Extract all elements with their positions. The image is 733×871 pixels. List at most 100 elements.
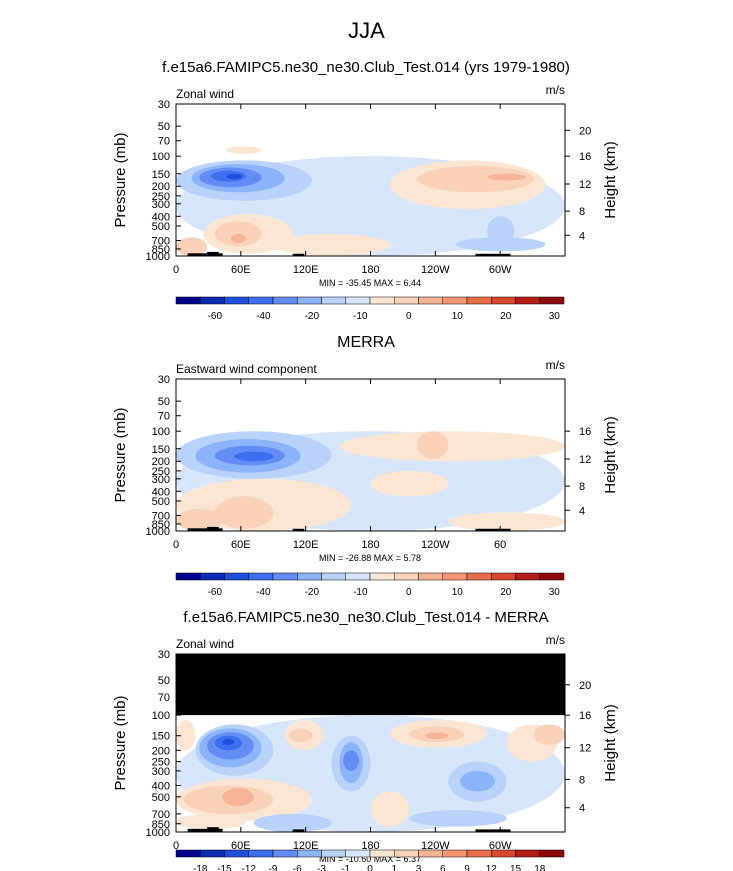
contour-fill [222,738,235,745]
y-axis-title: Pressure (mb) [112,407,129,502]
stats-label: MIN = -10.60 MAX = 6.37 [319,854,421,864]
contour-fill [487,173,527,181]
y-tick-label: 700 [152,236,170,248]
x-tick-label: 60W [489,840,512,852]
colorbar-label: -10 [353,311,368,322]
stats-label: MIN = -26.88 MAX = 5.78 [319,553,421,563]
contour-fill [343,750,359,771]
y-tick-label: 30 [158,649,170,661]
contour-fill [234,451,274,462]
colorbar-swatch [442,296,468,305]
y-tick-label: 150 [152,169,170,181]
y-tick-label: 1000 [146,827,170,839]
field-label: Zonal wind [176,637,234,651]
colorbar-label: 1 [391,864,397,871]
colorbar-swatch [369,296,395,305]
colorbar-label: 10 [452,587,464,598]
colorbar-label: -1 [341,864,350,871]
colorbar-swatch [175,849,201,858]
colorbar-label: 0 [367,864,373,871]
colorbar-label: -12 [242,864,257,871]
y2-tick-label: 4 [579,505,585,517]
y-tick-label: 300 [152,199,170,211]
contour-fill [176,813,247,830]
plot-area [176,654,565,832]
contour-fill [222,787,254,807]
x-tick-label: 60W [489,264,512,276]
colorbar-label: -10 [353,587,368,598]
colorbar-label: -40 [256,311,271,322]
y-axis-title: Pressure (mb) [112,132,129,227]
y-tick-label: 50 [158,675,170,687]
y2-tick-label: 12 [579,454,591,466]
contour-fill [273,233,390,256]
colorbar-swatch [515,296,540,305]
x-tick-label: 0 [173,539,179,551]
colorbar-swatch [345,849,371,858]
y-tick-label: 1000 [146,526,170,538]
colorbar-swatch [224,296,249,305]
y-tick-label: 300 [152,474,170,486]
terrain-mask [187,528,223,531]
y2-axis-title: Height (km) [602,704,619,782]
terrain-mask [292,528,305,531]
colorbar-label: 20 [500,311,512,322]
colorbar-label: 12 [486,864,498,871]
colorbar-label: -60 [208,587,223,598]
colorbar-label: 9 [464,864,470,871]
colorbar-swatch [200,572,225,581]
colorbar-swatch [321,296,346,305]
y-tick-label: 50 [158,121,170,133]
colorbar-swatch [442,849,468,858]
y-tick-label: 30 [158,99,170,111]
colorbar-swatch [394,572,419,581]
y2-tick-label: 16 [579,151,591,163]
x-tick-label: 120E [293,264,319,276]
colorbar-label: 15 [510,864,522,871]
x-tick-label: 60E [231,840,251,852]
colorbar-swatch [272,296,298,305]
x-tick-label: 120W [421,264,450,276]
y-tick-label: 100 [152,710,170,722]
x-tick-label: 180 [361,539,379,551]
y-tick-label: 850 [152,819,170,831]
colorbar-swatch [224,572,249,581]
x-tick-label: 120E [293,539,319,551]
colorbar-swatch [200,296,225,305]
y-tick-label: 500 [152,496,170,508]
colorbar-swatch [345,296,371,305]
colorbar-label: 10 [452,311,464,322]
colorbar-swatch [200,849,225,858]
terrain-mask [207,526,219,531]
colorbar-label: -9 [269,864,278,871]
contour-fill [176,508,223,531]
x-tick-label: 180 [361,840,379,852]
colorbar-swatch [297,296,322,305]
colorbar-label: 20 [500,587,512,598]
y-tick-label: 200 [152,745,170,757]
colorbar-swatch [442,572,468,581]
plot-area [176,146,565,256]
colorbar-swatch [224,849,249,858]
blank-region [176,379,565,432]
colorbar-swatch [466,572,492,581]
contour-fill [459,770,495,792]
y2-tick-label: 12 [579,743,591,755]
colorbar-swatch [321,572,346,581]
y-tick-label: 700 [152,511,170,523]
contour-fill [456,237,546,252]
colorbar-label: -20 [305,587,320,598]
colorbar-swatch [394,296,419,305]
y-tick-label: 300 [152,766,170,778]
contour-fill [288,728,313,743]
y2-tick-label: 12 [579,179,591,191]
contour-fill [417,431,449,460]
colorbar-label: 6 [440,864,446,871]
contour-fill [370,791,410,827]
plot-area [176,379,565,531]
colorbar-swatch [272,849,298,858]
terrain-mask [292,829,305,832]
colorbar-swatch [297,572,322,581]
field-label: Zonal wind [176,87,234,101]
figure-title: JJA [348,18,385,43]
